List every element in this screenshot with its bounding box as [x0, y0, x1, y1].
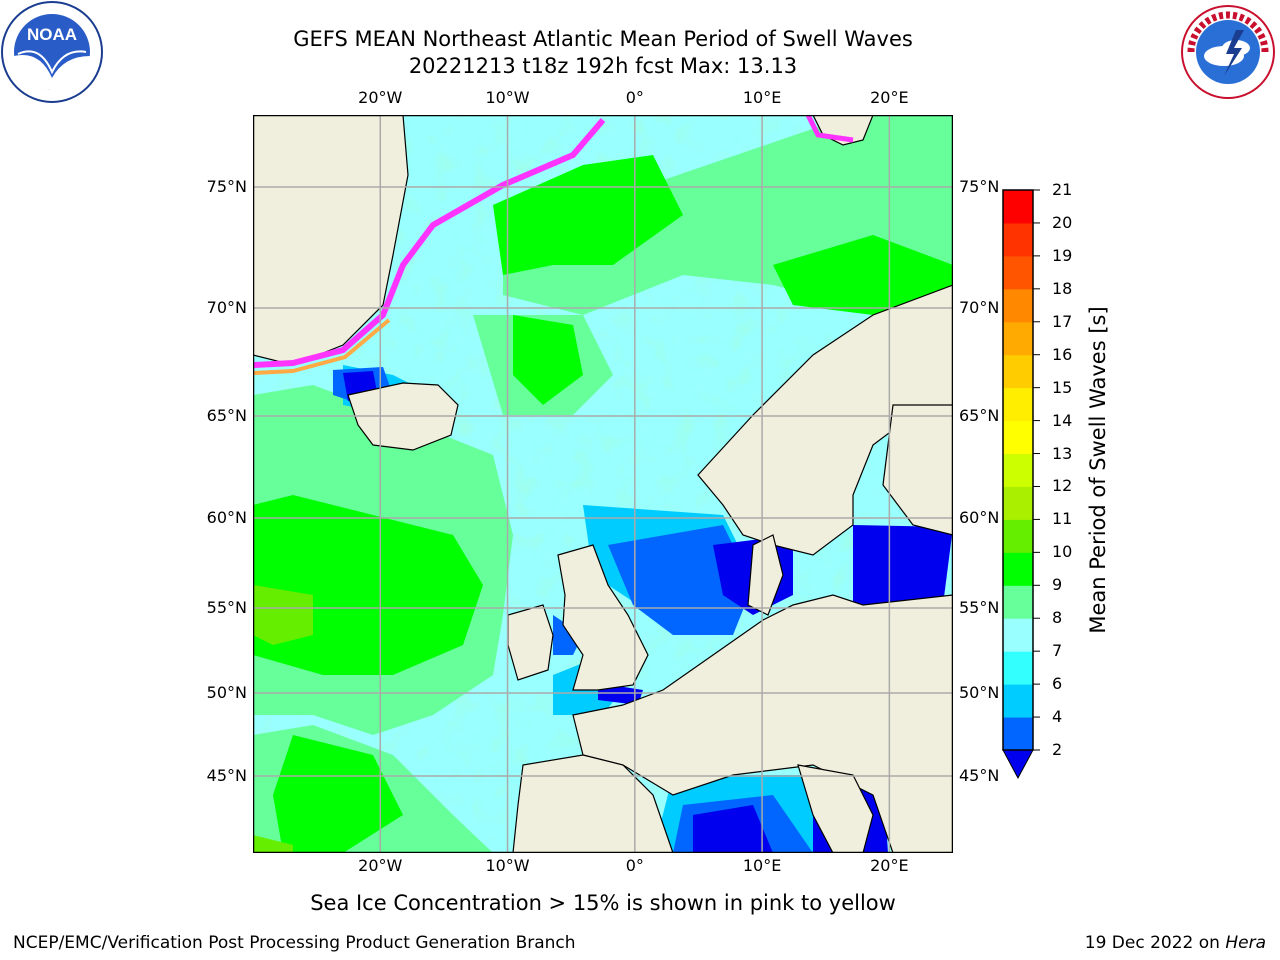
swell-period-map: [253, 115, 953, 853]
colorbar-tick-label: 18: [1052, 278, 1073, 298]
footer-machine: Hera: [1225, 933, 1266, 953]
colorbar-segment: [1003, 684, 1033, 718]
lat-label-right: 65°N: [959, 406, 1000, 425]
lat-label-left: 60°N: [206, 508, 247, 527]
lon-label-bottom: 10°W: [485, 856, 530, 875]
sea-ice-note: Sea Ice Concentration > 15% is shown in …: [310, 891, 896, 915]
colorbar-title: Mean Period of Swell Waves [s]: [1086, 306, 1110, 634]
lat-label-right: 55°N: [959, 598, 1000, 617]
lat-label-right: 50°N: [959, 683, 1000, 702]
colorbar-segment: [1003, 321, 1033, 356]
lon-label-bottom: 0°: [625, 856, 644, 875]
graticule: [253, 115, 953, 853]
period-region-11-12: [253, 585, 313, 853]
lon-label-top: 20°E: [870, 88, 909, 107]
lon-label-bottom: 20°E: [870, 856, 909, 875]
colorbar-segment: [1003, 717, 1033, 751]
lat-label-left: 55°N: [206, 598, 247, 617]
colorbar-tick-label: 7: [1052, 641, 1063, 661]
colorbar-segment: [1003, 354, 1033, 389]
lat-label-left: 75°N: [206, 177, 247, 196]
colorbar-segment: [1003, 453, 1033, 487]
lon-label-top: 20°W: [358, 88, 403, 107]
lon-label-top: 10°W: [485, 88, 530, 107]
footer-date-text: 19 Dec 2022 on: [1084, 933, 1226, 953]
nws-logo: [1181, 5, 1275, 99]
colorbar-tick-label: 9: [1052, 575, 1063, 595]
noaa-logo: NOAA: [1, 1, 103, 103]
lat-label-right: 75°N: [959, 177, 1000, 196]
colorbar-segment: [1003, 651, 1033, 685]
colorbar-segment: [1003, 585, 1033, 619]
colorbar-tick-label: 10: [1052, 542, 1073, 562]
colorbar-tick-label: 4: [1052, 707, 1063, 727]
lon-label-bottom: 10°E: [742, 856, 782, 875]
footer-date: 19 Dec 2022 on Hera: [1085, 933, 1266, 953]
colorbar-tick-label: 17: [1052, 311, 1073, 331]
lat-label-left: 50°N: [206, 683, 247, 702]
colorbar-tick-label: 12: [1052, 476, 1073, 496]
colorbar-segment: [1003, 288, 1033, 323]
svg-text:NOAA: NOAA: [27, 25, 77, 44]
lat-label-left: 65°N: [206, 406, 247, 425]
colorbar-tick-label: 19: [1052, 245, 1073, 265]
colorbar-tick-label: 15: [1052, 377, 1073, 397]
colorbar: [1002, 189, 1040, 780]
colorbar-segment: [1003, 486, 1033, 520]
sea-ice-edge: [253, 118, 606, 368]
sea-ice-edge-svalbard: [805, 115, 854, 143]
colorbar-segment: [1003, 552, 1033, 586]
colorbar-extend-arrow: [1002, 749, 1034, 780]
lat-label-left: 70°N: [206, 298, 247, 317]
chart-title: GEFS MEAN Northeast Atlantic Mean Period…: [293, 27, 913, 51]
colorbar-segment: [1003, 190, 1033, 224]
lat-label-right: 70°N: [959, 298, 1000, 317]
colorbar-tick-label: 11: [1052, 509, 1073, 529]
colorbar-segment: [1003, 519, 1033, 553]
chart-subtitle: 20221213 t18z 192h fcst Max: 13.13: [408, 54, 798, 78]
map-frame: [253, 115, 953, 853]
colorbar-tick-label: 8: [1052, 608, 1063, 628]
lat-label-left: 45°N: [206, 766, 247, 785]
lat-label-right: 60°N: [959, 508, 1000, 527]
colorbar-tick-label: 20: [1052, 212, 1073, 232]
colorbar-segment: [1003, 420, 1033, 455]
lon-label-top: 0°: [625, 88, 644, 107]
lon-label-top: 10°E: [742, 88, 782, 107]
lat-label-right: 45°N: [959, 766, 1000, 785]
colorbar-tick-label: 6: [1052, 674, 1063, 694]
footer-credit: NCEP/EMC/Verification Post Processing Pr…: [13, 933, 576, 953]
colorbar-tick-label: 2: [1052, 740, 1063, 759]
colorbar-tick-label: 13: [1052, 443, 1073, 463]
colorbar-segment: [1003, 618, 1033, 652]
sea-ice-edge-inner: [253, 318, 391, 375]
colorbar-segment: [1003, 255, 1033, 290]
lon-label-bottom: 20°W: [358, 856, 403, 875]
colorbar-tick-label: 21: [1052, 180, 1073, 199]
colorbar-segment: [1003, 222, 1033, 257]
colorbar-segment: [1003, 387, 1033, 422]
colorbar-tick-label: 14: [1052, 410, 1073, 430]
colorbar-tick-label: 16: [1052, 344, 1073, 364]
